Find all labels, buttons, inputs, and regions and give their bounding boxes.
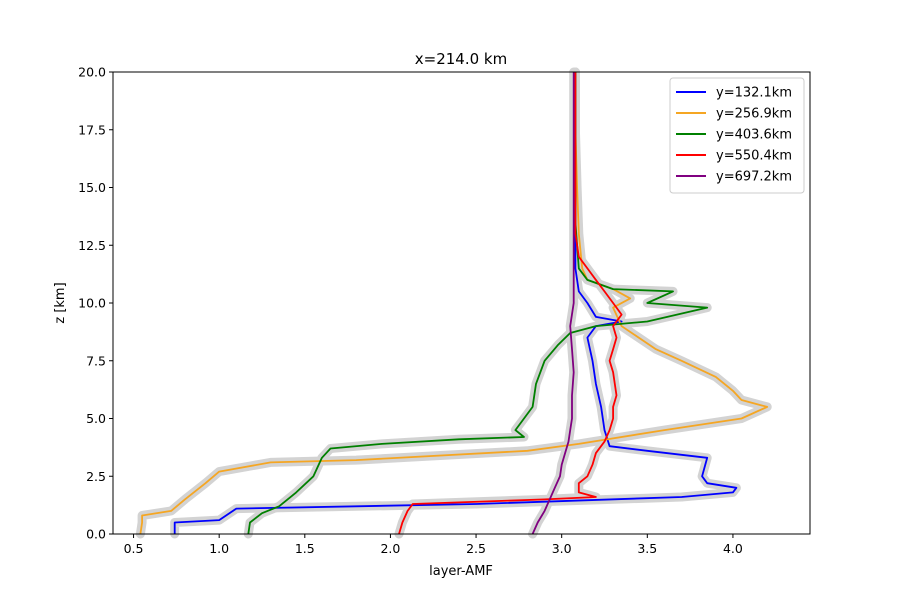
x-tick-label: 4.0 (723, 541, 743, 556)
legend-label-1: y=256.9km (716, 107, 792, 122)
x-tick-label: 3.0 (552, 541, 572, 556)
x-axis-label: layer-AMF (429, 564, 493, 579)
legend-label-2: y=403.6km (716, 128, 792, 143)
legend-label-4: y=697.2km (716, 170, 792, 185)
legend-label-3: y=550.4km (716, 149, 792, 164)
legend: y=132.1km y=256.9km y=403.6km y=550.4km y=69… (669, 77, 805, 194)
y-tick-label: 15.0 (78, 180, 106, 195)
series-line-0 (173, 72, 738, 534)
x-tick-label: 0.5 (124, 541, 144, 556)
x-tick-label: 2.0 (380, 541, 400, 556)
series-line-2 (247, 72, 709, 535)
series-lines (139, 72, 769, 535)
legend-label-0: y=132.1km (716, 86, 792, 101)
y-tick-label: 7.5 (86, 353, 106, 368)
y-tick-label: 17.5 (78, 122, 106, 137)
x-tick-label: 1.0 (209, 541, 229, 556)
y-axis-ticks: 0.0 2.5 5.0 7.5 10.0 12.5 15.0 17.5 20.0 (78, 65, 113, 542)
series-line-3 (398, 72, 623, 535)
chart-title: x=214.0 km (415, 50, 507, 68)
y-tick-label: 0.0 (86, 527, 106, 542)
x-tick-label: 2.5 (466, 541, 486, 556)
y-tick-label: 12.5 (78, 238, 106, 253)
x-tick-label: 3.5 (637, 541, 657, 556)
y-axis-label: z [km] (53, 282, 68, 323)
series-line-4 (531, 72, 575, 535)
x-axis-ticks: 0.5 1.0 1.5 2.0 2.5 3.0 3.5 4.0 (124, 534, 743, 556)
x-tick-label: 1.5 (295, 541, 315, 556)
y-tick-label: 20.0 (78, 65, 106, 80)
legend-box (669, 77, 805, 194)
y-tick-label: 5.0 (86, 411, 106, 426)
y-tick-label: 10.0 (78, 296, 106, 311)
y-tick-label: 2.5 (86, 469, 106, 484)
